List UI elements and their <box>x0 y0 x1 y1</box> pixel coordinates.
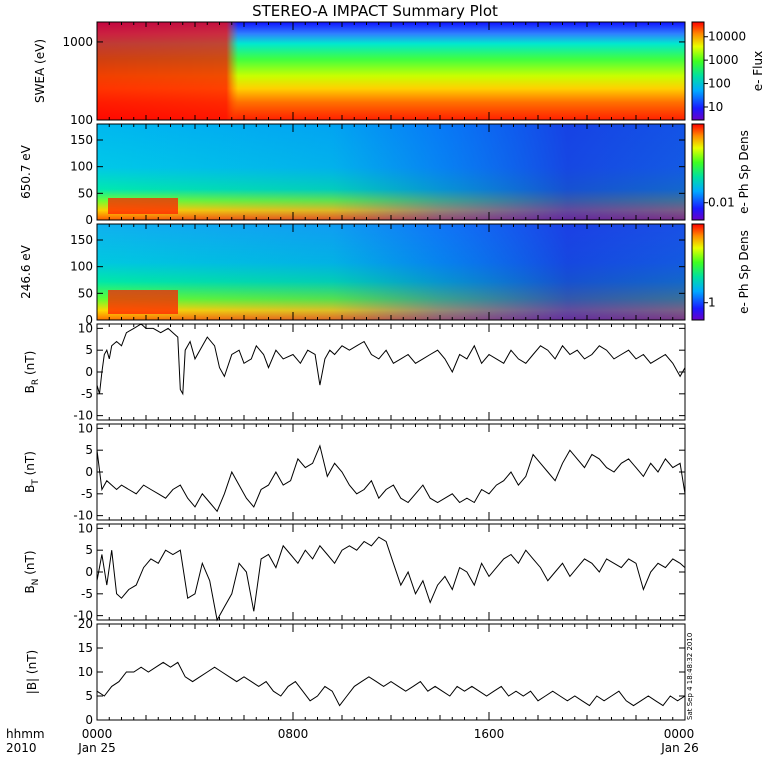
bn-ylabel: BN (nT) <box>23 550 41 593</box>
pad246-dark-overlay <box>97 224 685 320</box>
pad246-colorbar-label: e- Ph Sp Dens <box>737 230 751 314</box>
bt-frame <box>96 423 686 521</box>
pad246-y-ticks: 0 50 100 150 <box>70 233 685 327</box>
br-y-ticks: -10 -5 0 5 10 <box>73 321 685 423</box>
pad650-ylabel: 650.7 eV <box>19 144 33 199</box>
swea-low-energy-enhancement <box>97 22 685 120</box>
colorbar-tick-label: 10 <box>708 100 723 114</box>
y-tick-label: 50 <box>78 186 93 200</box>
panel-pad246: 0 50 100 150 246.6 eV 1 e- Ph Sp Dens <box>19 223 751 327</box>
bt-ylabel: BT (nT) <box>23 451 41 493</box>
y-tick-label: 10 <box>78 521 93 535</box>
y-tick-label: 100 <box>70 160 93 174</box>
y-tick-label: 15 <box>78 641 93 655</box>
x-tick-label: 0000 <box>82 727 113 741</box>
panel-pad650: 0 50 100 150 650.7 eV 0.01 e- Ph Sp Dens <box>19 123 751 227</box>
bn-series-line <box>96 536 686 622</box>
x-date-label-end: Jan 26 <box>660 741 699 755</box>
y-tick-label: -5 <box>81 387 93 401</box>
y-tick-label: 20 <box>78 617 93 631</box>
colorbar-tick-label: 10000 <box>708 30 746 44</box>
swea-ylabel: SWEA (eV) <box>33 39 47 103</box>
swea-colorbar <box>691 21 705 121</box>
bt-series-line <box>96 444 686 513</box>
br-frame <box>96 323 686 421</box>
swea-y-ticks: 100 1000 <box>62 35 685 127</box>
pad246-colorbar-ticks: 1 <box>704 296 716 310</box>
y-tick-label: 5 <box>85 343 93 357</box>
y-tick-label: 0 <box>85 313 93 327</box>
x-tick-label: 1600 <box>474 727 505 741</box>
panel-br: -10 -5 0 5 10 BR (nT) <box>23 321 686 423</box>
pad650-y-ticks: 0 50 100 150 <box>70 133 685 227</box>
y-tick-label: 10 <box>78 665 93 679</box>
panel-bmag: 0 5 10 15 20 |B| (nT) Sat Sep 4 18:48:32 201… <box>25 617 694 727</box>
pad650-colorbar <box>691 123 705 221</box>
br-ylabel: BR (nT) <box>23 351 41 394</box>
y-tick-label: 0 <box>85 365 93 379</box>
bt-y-ticks: -10 -5 0 5 10 <box>73 421 685 523</box>
y-tick-label: -5 <box>81 587 93 601</box>
panel-bt: -10 -5 0 5 10 BT (nT) <box>23 421 686 523</box>
y-tick-label: 10 <box>78 421 93 435</box>
y-tick-label: 50 <box>78 286 93 300</box>
pad246-high-density-patch <box>108 290 178 314</box>
y-tick-label: 5 <box>85 689 93 703</box>
y-tick-label: 5 <box>85 443 93 457</box>
x-minor-ticks <box>96 22 686 720</box>
swea-colorbar-ticks: 10 100 1000 10000 <box>704 30 746 114</box>
x-date-label-start: Jan 25 <box>77 741 116 755</box>
panel-swea: 100 1000 SWEA (eV) 10 100 1000 10000 e- Flux <box>33 21 765 127</box>
bn-y-ticks: -10 -5 0 5 10 <box>73 521 685 623</box>
y-tick-label: 150 <box>70 133 93 147</box>
colorbar-tick-label: 1000 <box>708 53 739 67</box>
y-tick-label: -10 <box>73 609 93 623</box>
y-tick-label: 150 <box>70 233 93 247</box>
pad650-dark-overlay <box>97 124 685 220</box>
x-axis: hhmm 2010 0000 0800 1600 0000 Jan 25 Jan… <box>6 727 699 755</box>
y-tick-label: 1000 <box>62 35 93 49</box>
y-tick-label: 0 <box>85 213 93 227</box>
bmag-frame <box>96 623 686 721</box>
y-tick-label: 100 <box>70 260 93 274</box>
y-tick-label: 5 <box>85 543 93 557</box>
y-tick-label: 0 <box>85 465 93 479</box>
y-tick-label: 100 <box>70 113 93 127</box>
y-tick-label: 0 <box>85 713 93 727</box>
pad650-high-density-patch <box>108 198 178 214</box>
br-series-line <box>96 323 686 396</box>
y-tick-label: 0 <box>85 565 93 579</box>
colorbar-tick-label: 0.01 <box>708 196 735 210</box>
y-tick-label: -10 <box>73 409 93 423</box>
colorbar-tick-label: 1 <box>708 296 716 310</box>
pad650-colorbar-ticks: 0.01 <box>704 196 735 210</box>
x-axis-header-year: 2010 <box>6 741 37 755</box>
pad246-colorbar <box>691 223 705 321</box>
x-axis-header-hhmm: hhmm <box>6 727 45 741</box>
bmag-ylabel: |B| (nT) <box>25 650 39 694</box>
panel-bn: -10 -5 0 5 10 BN (nT) <box>23 521 686 623</box>
pad650-colorbar-label: e- Ph Sp Dens <box>737 130 751 214</box>
swea-colorbar-label: e- Flux <box>751 51 765 91</box>
y-tick-label: -5 <box>81 487 93 501</box>
y-tick-label: -10 <box>73 509 93 523</box>
bmag-series-line <box>96 661 686 707</box>
pad246-ylabel: 246.6 eV <box>19 244 33 299</box>
x-tick-label: 0000 <box>664 727 695 741</box>
y-tick-label: 10 <box>78 321 93 335</box>
bmag-y-ticks: 0 5 10 15 20 <box>78 617 685 727</box>
generation-timestamp: Sat Sep 4 18:48:32 2010 <box>686 633 694 720</box>
bn-frame <box>96 523 686 621</box>
colorbar-tick-label: 100 <box>708 77 731 91</box>
plot-title: STEREO-A IMPACT Summary Plot <box>252 2 498 20</box>
x-tick-label: 0800 <box>278 727 309 741</box>
